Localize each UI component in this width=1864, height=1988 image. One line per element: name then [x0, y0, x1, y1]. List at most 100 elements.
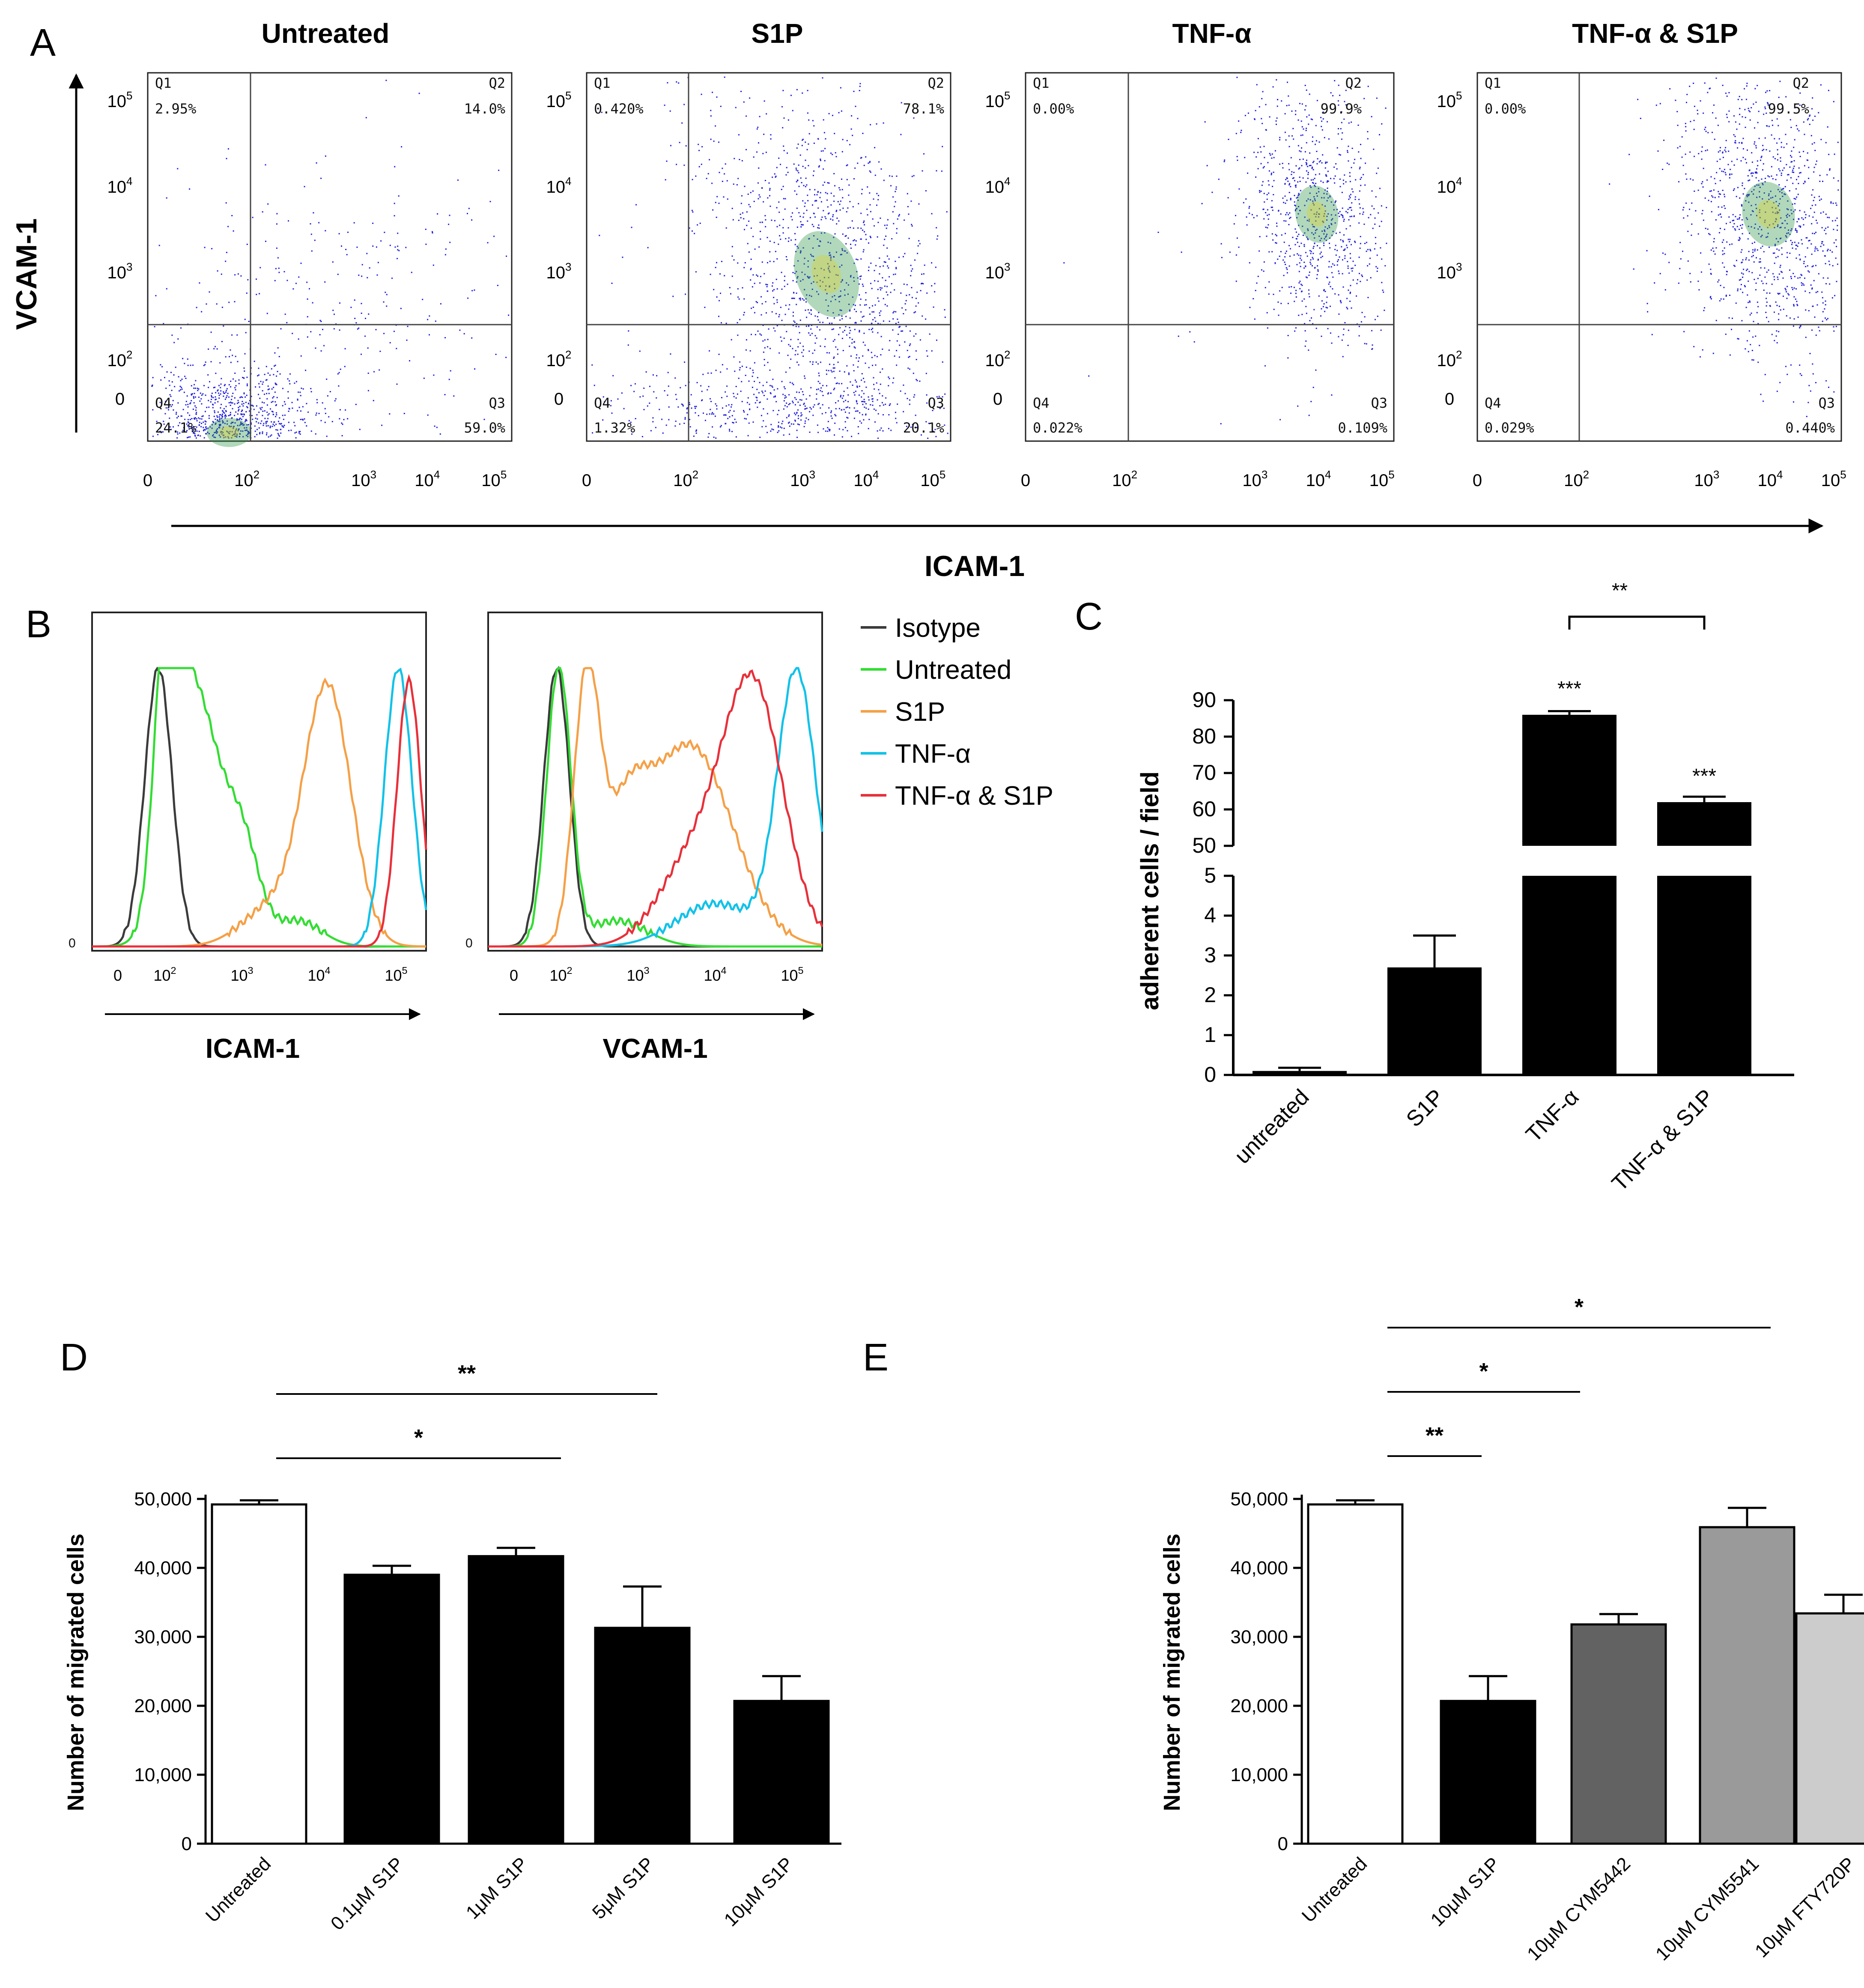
bar: [733, 1700, 830, 1845]
y-tick-label: 0: [554, 390, 564, 409]
q4-value: 1.32%: [594, 420, 635, 436]
y-tick-label: 20,000: [134, 1695, 192, 1716]
x-tick-label: 0: [1021, 471, 1030, 490]
significance-mark: *: [1479, 1358, 1488, 1384]
x-tick-label: 104: [853, 468, 879, 490]
flow-plot-tnf: TNF-α Q1 0.00% Q2 99.9% Q3 0.109% Q4 0.0…: [1025, 18, 1395, 442]
curve-isotype: [92, 666, 426, 948]
y-tick-label: 30,000: [134, 1627, 192, 1648]
flow-density-peak: [1307, 201, 1327, 227]
bar: [1440, 1700, 1536, 1845]
x-tick-label: 103: [351, 468, 376, 490]
flow-plot-title: TNF-α: [1172, 18, 1251, 49]
flow-plot-tnf-s1p: TNF-α & S1P Q1 0.00% Q2 99.5% Q3 0.440% …: [1476, 18, 1842, 442]
flow-density-peak: [811, 255, 841, 293]
q4-value: 24.1%: [155, 420, 196, 436]
c-bar-upper: [1657, 802, 1751, 846]
x-tick-label: 103: [1242, 468, 1268, 490]
y-axis-label: Number of migrated cells: [1159, 1534, 1185, 1811]
y-tick-label: 105: [107, 89, 133, 111]
c-y-tick-label: 3: [1204, 943, 1216, 967]
y-tick-label: 102: [546, 348, 572, 370]
y-tick-label: 0: [1445, 390, 1454, 409]
x-tick-label: 105: [920, 468, 945, 490]
bar: [1795, 1612, 1864, 1845]
y-tick-label: 103: [546, 260, 572, 282]
legend-label: Untreated: [895, 655, 1011, 685]
q1-label: Q1: [1485, 75, 1501, 91]
panel-c-letter: C: [1075, 595, 1103, 638]
histogram-frame-icam: [91, 612, 427, 952]
tick-exponent: 4: [1325, 468, 1331, 481]
panel-e: E 0 10,000 20,000 30,000 40,000 50,000 Number …: [863, 1294, 1864, 1965]
tick-exponent: 3: [370, 468, 376, 481]
histogram-y-tick: 0: [69, 936, 76, 950]
flow-dot-cloud: [151, 80, 510, 439]
y-tick-label: 10,000: [134, 1764, 192, 1785]
x-tick-label: 103: [1694, 468, 1719, 490]
legend-label: S1P: [895, 697, 945, 727]
y-tick-label: 50,000: [1230, 1489, 1288, 1510]
x-tick-label: 10μM S1P: [720, 1853, 798, 1931]
flow-plot-frame: [1025, 72, 1395, 442]
c-y-axis-label: adherent cells / field: [1136, 771, 1164, 1010]
x-tick-label: Untreated: [202, 1853, 275, 1926]
legend-label: TNF-α & S1P: [895, 781, 1053, 811]
tick-exponent: 3: [248, 965, 254, 976]
tick-exponent: 5: [798, 965, 804, 976]
histogram-y-tick: 0: [465, 936, 473, 950]
x-tick-label: 1μM S1P: [462, 1853, 532, 1923]
c-significance: ***: [1557, 678, 1581, 700]
tick-exponent: 4: [565, 175, 571, 188]
y-tick-label: 30,000: [1230, 1627, 1288, 1648]
q1-label: Q1: [155, 75, 172, 91]
y-tick-label: 104: [546, 175, 572, 197]
x-tick-label: 104: [1758, 468, 1783, 490]
c-x-tick-label: S1P: [1402, 1084, 1449, 1132]
c-bar-lower: [1657, 876, 1751, 1075]
histogram-x-tick: 0: [113, 967, 122, 984]
q2-value: 78.1%: [903, 101, 944, 117]
tick-exponent: 2: [565, 348, 571, 361]
q4-label: Q4: [1485, 395, 1501, 411]
flow-density-core: [1742, 182, 1795, 247]
histogram-x-tick: 103: [626, 965, 649, 984]
q2-label: Q2: [1345, 75, 1362, 91]
y-tick-label: 103: [107, 260, 133, 282]
c-y-tick-label: 70: [1192, 761, 1216, 785]
legend-label: TNF-α: [895, 739, 971, 769]
q3-value: 0.440%: [1785, 420, 1835, 436]
x-tick-label: 10μM CYM5541: [1652, 1853, 1763, 1964]
tick-exponent: 4: [434, 468, 440, 481]
flow-plot-frame: [586, 72, 951, 442]
q4-label: Q4: [155, 395, 172, 411]
tick-exponent: 2: [1583, 468, 1589, 481]
histogram-x-tick: 104: [307, 965, 330, 984]
y-tick-label: 105: [985, 89, 1011, 111]
c-bar: [1253, 1071, 1347, 1075]
flow-dot-cloud: [591, 76, 948, 439]
flow-plot-s1p: S1P Q1 0.420% Q2 78.1% Q3 20.1% Q4 1.32%: [586, 18, 951, 442]
q1-label: Q1: [1033, 75, 1050, 91]
flow-density-peak: [219, 426, 239, 439]
significance-mark: *: [414, 1425, 423, 1451]
y-tick-label: 0: [1278, 1833, 1288, 1854]
c-y-tick-label: 60: [1192, 797, 1216, 821]
q4-value: 0.022%: [1033, 420, 1083, 436]
panel-b: B 0 0 0 102 103 104 105 0 102 103 104 105 ICAM-1 …: [26, 603, 1053, 1064]
flow-dots: [591, 76, 948, 439]
x-tick-label: 105: [481, 468, 507, 490]
q3-value: 0.109%: [1338, 420, 1387, 436]
tick-exponent: 2: [1004, 348, 1010, 361]
x-tick-label: 5μM S1P: [588, 1853, 658, 1923]
y-tick-label: 102: [1437, 348, 1462, 370]
flow-dots: [151, 80, 510, 447]
curve-tnf: [488, 667, 823, 948]
legend-label: Isotype: [895, 613, 981, 643]
x-tick-label: 10μM CYM5442: [1523, 1853, 1634, 1964]
y-tick-label: 40,000: [134, 1558, 192, 1579]
q3-label: Q3: [489, 395, 505, 411]
x-tick-label: 0.1μM S1P: [327, 1853, 408, 1934]
y-axis-label: Number of migrated cells: [63, 1534, 89, 1811]
c-y-tick-label: 80: [1192, 724, 1216, 748]
